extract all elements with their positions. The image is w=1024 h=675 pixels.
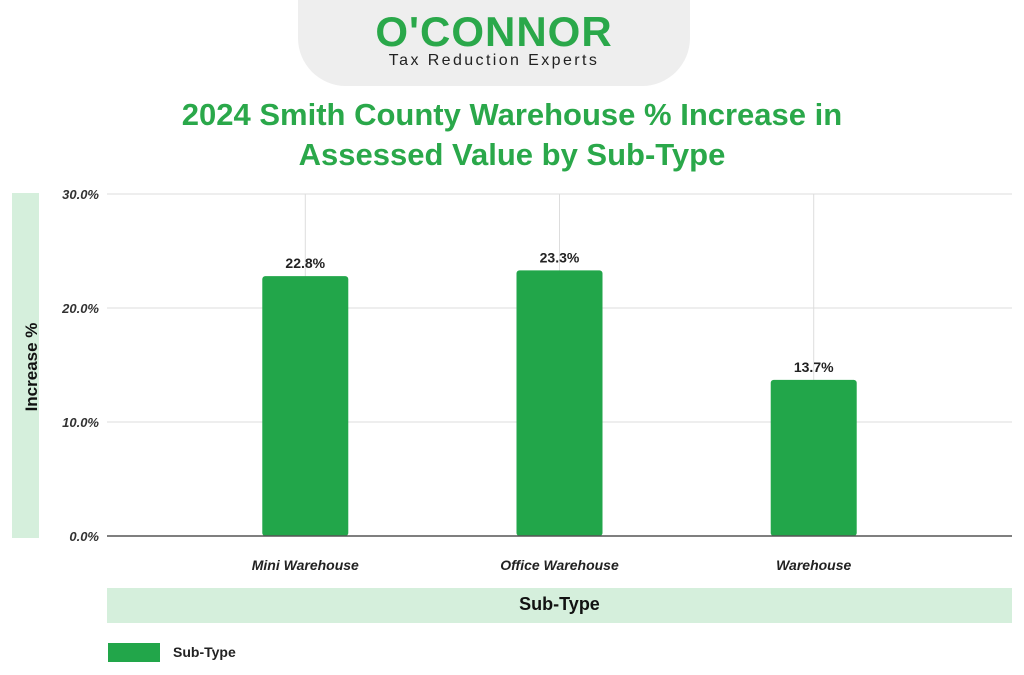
logo-wordmark: O'CONNOR — [375, 8, 613, 55]
legend-label: Sub-Type — [173, 644, 236, 660]
y-tick-label: 0.0% — [69, 529, 99, 544]
y-tick-label: 10.0% — [62, 415, 99, 430]
bar — [516, 270, 603, 536]
y-tick-label: 30.0% — [62, 187, 99, 202]
x-axis-title: Sub-Type — [519, 594, 600, 614]
logo-banner: O'CONNOR Tax Reduction Experts — [298, 0, 690, 86]
logo-tagline: Tax Reduction Experts — [388, 52, 600, 69]
legend-swatch — [108, 643, 160, 662]
chart-title: 2024 Smith County Warehouse % Increase i… — [80, 95, 944, 175]
y-axis-title-band — [12, 193, 39, 538]
x-tick-label: Warehouse — [776, 557, 851, 573]
bar-value-label: 13.7% — [794, 359, 834, 375]
bar-value-label: 23.3% — [540, 249, 580, 265]
x-axis-title-band — [107, 588, 1012, 623]
chart-title-line-2: Assessed Value by Sub-Type — [298, 137, 726, 172]
bar — [262, 276, 349, 536]
chart-title-line-1: 2024 Smith County Warehouse % Increase i… — [181, 97, 843, 132]
bar — [770, 379, 857, 536]
x-tick-label: Mini Warehouse — [252, 557, 359, 573]
bar-value-label: 22.8% — [285, 255, 325, 271]
x-tick-label: Office Warehouse — [500, 557, 619, 573]
y-tick-label: 20.0% — [61, 301, 99, 316]
